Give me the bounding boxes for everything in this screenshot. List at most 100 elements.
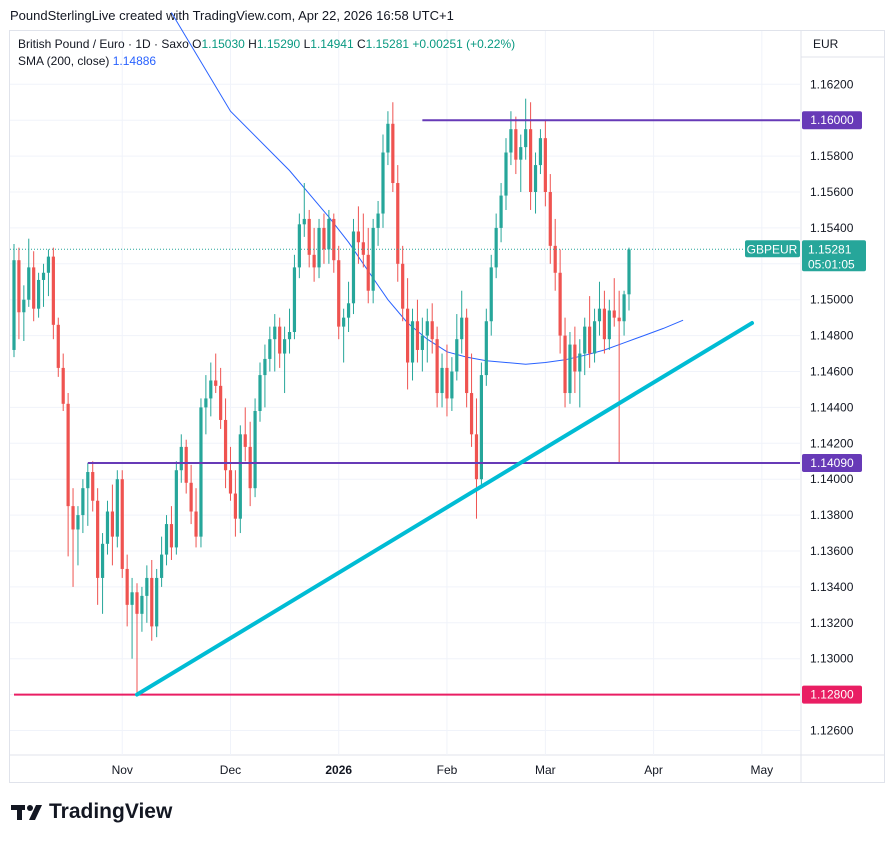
rising-trendline[interactable] <box>135 321 754 697</box>
candle-body <box>174 470 178 548</box>
candle-body <box>386 123 390 153</box>
level-label-box <box>802 454 862 473</box>
price-tick-label: 1.14200 <box>810 436 854 450</box>
legend-open-value: 1.15030 <box>201 37 245 51</box>
candle-body <box>283 339 287 354</box>
price-tick-label: 1.15000 <box>810 293 854 307</box>
price-tick-label: 1.14600 <box>810 365 854 379</box>
candle-body <box>312 254 316 268</box>
candle-body <box>248 446 252 489</box>
candle-body <box>607 310 611 340</box>
candle-body <box>307 218 311 255</box>
candle-body <box>91 472 95 501</box>
symbol-tag-box <box>745 240 800 258</box>
candle-body <box>228 470 233 494</box>
candle-body <box>317 227 321 268</box>
price-tick-label: 1.15400 <box>810 221 854 235</box>
candle-body <box>391 123 395 184</box>
candle-body <box>12 260 16 350</box>
candle-body <box>61 367 65 404</box>
level-label-support-low: 1.12800 <box>810 688 854 702</box>
candle-body <box>474 434 479 480</box>
price-tick-label: 1.14000 <box>810 472 854 486</box>
trendline-layer <box>135 321 754 697</box>
legend-sma-row[interactable]: SMA (200, close) 1.14886 <box>18 53 515 70</box>
candle-body <box>219 385 223 420</box>
chart-legend: British Pound / Euro · 1D · Saxo O1.1503… <box>18 36 515 70</box>
candle-body <box>376 213 380 228</box>
candle-body <box>425 321 429 336</box>
currency-label[interactable]: EUR <box>813 37 839 51</box>
candle-body <box>81 488 85 516</box>
candle-body <box>440 367 444 394</box>
levels-layer <box>14 119 800 696</box>
legend-ohlc-row: British Pound / Euro · 1D · Saxo O1.1503… <box>18 36 515 53</box>
candle-body <box>263 358 267 376</box>
legend-high-label: H <box>248 37 257 51</box>
legend-low-label: L <box>303 37 311 51</box>
tradingview-logo[interactable]: TradingView <box>11 800 172 824</box>
candle-body <box>445 367 449 399</box>
candle-body <box>22 299 26 313</box>
candle-body <box>110 511 114 537</box>
candle-body <box>140 595 144 614</box>
candle-body <box>401 263 405 309</box>
time-tick-label: Apr <box>644 763 663 777</box>
candle-body <box>125 568 129 605</box>
candle-body <box>37 279 41 309</box>
price-tick-label: 1.14400 <box>810 400 854 414</box>
candle-body <box>189 482 193 512</box>
candle-body <box>504 152 508 196</box>
candle-body <box>71 506 75 530</box>
candle-body <box>509 129 513 153</box>
candle-body <box>553 245 557 273</box>
symbol-tag: GBPEUR <box>747 242 798 256</box>
candle-body <box>214 380 218 386</box>
price-tick-label: 1.14800 <box>810 329 854 343</box>
candle-body <box>435 339 439 394</box>
price-tick-label: 1.15600 <box>810 185 854 199</box>
tradingview-logo-icon <box>11 805 42 820</box>
candle-body <box>588 326 592 354</box>
candle-body <box>381 152 385 214</box>
level-label-box <box>802 111 862 130</box>
candle-body <box>573 344 577 372</box>
candle-body <box>17 260 21 313</box>
price-tick-label: 1.15800 <box>810 149 854 163</box>
candle-body <box>238 434 242 519</box>
candle-body <box>342 317 346 327</box>
price-axis: 1.16200 1.16000 1.15800 1.15600 1.15400 1.152… <box>801 37 884 738</box>
candle-body <box>273 326 277 340</box>
price-tick-label: 1.12600 <box>810 724 854 738</box>
time-tick-label: Feb <box>437 763 458 777</box>
candle-body <box>41 272 46 280</box>
candle-body <box>96 500 100 578</box>
candle-body <box>450 371 454 399</box>
last-price-box <box>802 240 866 272</box>
candle-body <box>27 267 31 300</box>
candle-body <box>499 195 503 228</box>
candle-body <box>164 524 169 555</box>
candle-body <box>194 511 198 537</box>
candle-body <box>297 224 301 268</box>
legend-close-value: 1.15281 <box>365 37 410 51</box>
candle-body <box>332 218 336 261</box>
time-tick-label: May <box>751 763 774 777</box>
candle-body <box>302 218 306 225</box>
candle-body <box>120 479 124 569</box>
price-tick-label: 1.13200 <box>810 616 854 630</box>
candle-body <box>489 267 493 322</box>
candle-body <box>105 511 110 544</box>
time-axis: Nov Dec 2026 Feb Mar Apr May <box>112 763 774 777</box>
candle-body <box>243 434 247 447</box>
candle-body <box>292 267 297 333</box>
candle-body <box>253 410 257 489</box>
candle-body <box>209 380 213 399</box>
candle-body <box>135 592 139 614</box>
bar-countdown: 05:01:05 <box>808 257 855 271</box>
candle-body <box>130 592 134 605</box>
chart-frame <box>9 30 885 783</box>
candle-body <box>268 339 272 359</box>
price-labels: 1.16000 1.14090 1.12800 GBPEUR 1.1528105:01:… <box>10 111 866 704</box>
